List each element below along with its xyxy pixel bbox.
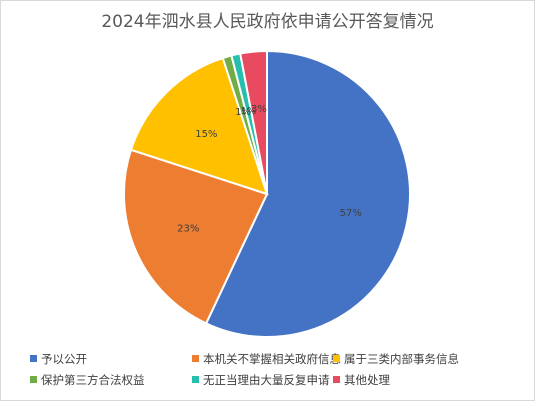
pie-label-other: 3%	[251, 104, 267, 115]
pie-label-third-party: 1%	[235, 107, 251, 118]
legend-item-other: 其他处理	[333, 372, 390, 388]
legend-label: 属于三类内部事务信息	[344, 352, 459, 366]
legend-item-not-held: 本机关不掌握相关政府信息	[192, 351, 341, 367]
pie-slice-open	[204, 49, 411, 338]
legend-item-repeated: 无正当理由大量反复申请	[192, 372, 330, 388]
pie-label-repeated: 1%	[240, 106, 256, 117]
pie-label-not-held: 23%	[177, 224, 199, 235]
legend-swatch	[333, 355, 340, 362]
legend-swatch	[333, 376, 340, 383]
legend-item-open: 予以公开	[30, 351, 87, 367]
legend-item-third-party: 保护第三方合法权益	[30, 372, 145, 388]
chart-title: 2024年泗水县人民政府依申请公开答复情况	[101, 12, 434, 32]
legend-label: 本机关不掌握相关政府信息	[203, 352, 341, 366]
pie-slice-other	[239, 49, 268, 195]
pie-labels: 57% 23% 15% 1%1%3%	[177, 104, 362, 234]
legend-item-internal: 属于三类内部事务信息	[333, 351, 459, 367]
pie-label-internal: 15%	[195, 129, 217, 140]
pie-label-open: 57%	[340, 208, 362, 219]
legend-swatch	[30, 355, 37, 362]
legend-label: 无正当理由大量反复申请	[203, 373, 330, 387]
pie-slices	[123, 49, 411, 338]
pie-slice-not-held	[123, 148, 269, 325]
legend-swatch	[192, 376, 199, 383]
legend-label: 保护第三方合法权益	[41, 373, 145, 387]
legend-label: 予以公开	[41, 352, 87, 366]
legend-swatch	[192, 355, 199, 362]
legend-swatch	[30, 376, 37, 383]
legend-label: 其他处理	[344, 373, 390, 387]
